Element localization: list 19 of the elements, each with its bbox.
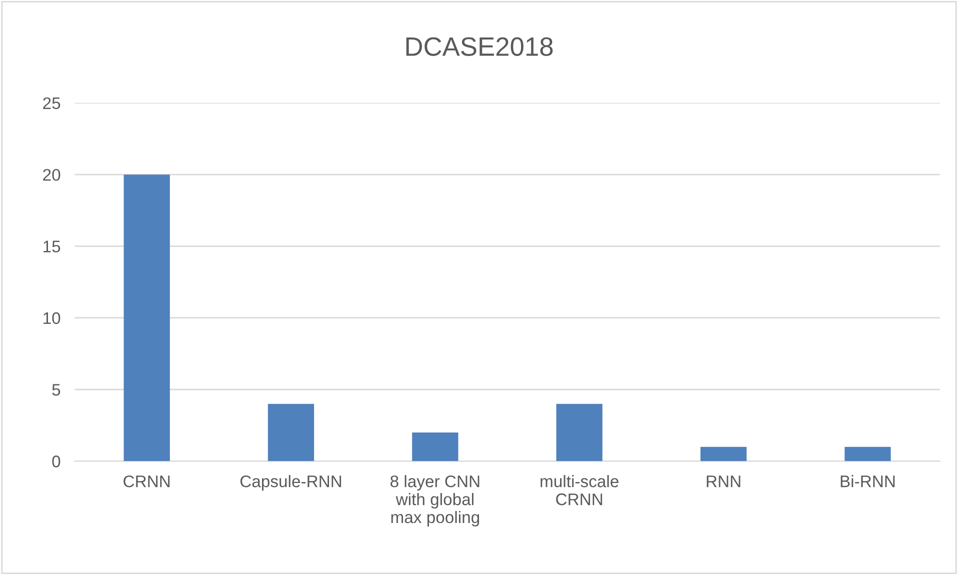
- bar: [412, 432, 458, 462]
- x-tick-label: Bi-RNN: [840, 475, 895, 488]
- bar: [844, 446, 891, 462]
- x-tick-label: 8 layer CNN with global max pooling: [390, 475, 480, 526]
- chart-title: DCASE2018: [406, 37, 553, 56]
- x-tick-label: Capsule-RNN: [240, 475, 342, 491]
- bar: [124, 174, 170, 462]
- x-tick-label: RNN: [706, 476, 740, 488]
- y-tick-label: 0: [52, 456, 60, 468]
- bar: [556, 404, 602, 462]
- y-tick-label: 15: [44, 240, 60, 252]
- bar: [700, 446, 747, 462]
- y-tick-label: 5: [52, 384, 60, 396]
- bar: [268, 404, 314, 462]
- x-tick-label: multi-scale CRNN: [540, 475, 618, 506]
- y-tick-label: 20: [43, 168, 60, 181]
- y-tick-label: 25: [43, 97, 60, 110]
- x-tick-label: CRNN: [124, 475, 170, 488]
- y-tick-label: 10: [44, 312, 60, 324]
